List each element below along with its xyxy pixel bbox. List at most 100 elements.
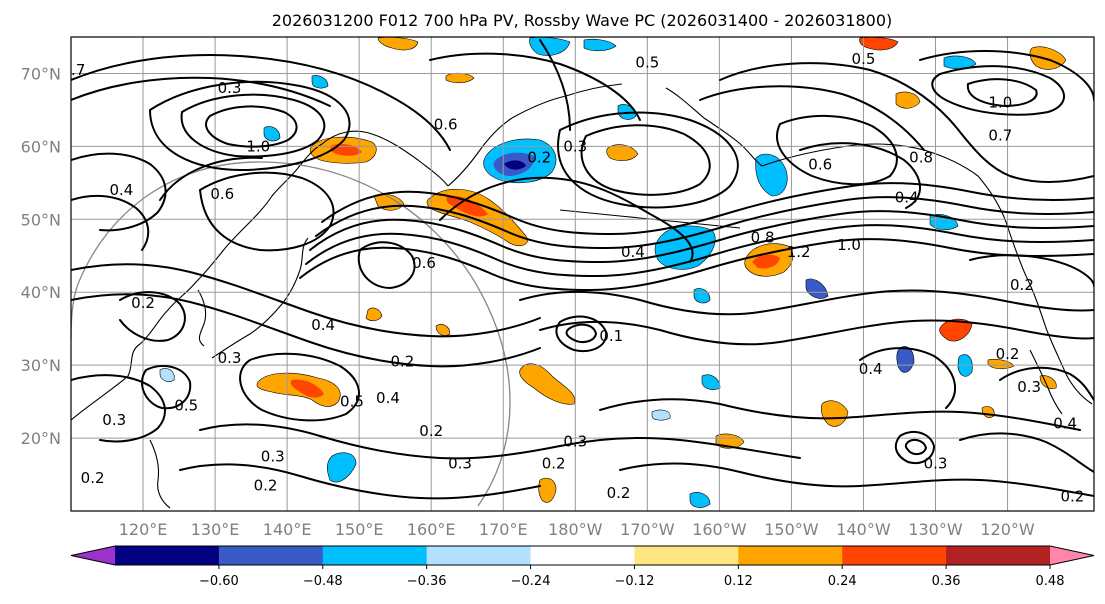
contour-label: 0.6	[434, 116, 458, 134]
contour-label: 0.4	[895, 188, 919, 206]
shade-positive-arctic-east	[859, 37, 899, 51]
coast-kamchatka	[447, 117, 513, 187]
contour-label: 1.0	[837, 236, 861, 254]
contour-label: 0.4	[376, 389, 400, 407]
colorbar-tick-label: −0.48	[303, 574, 343, 589]
contour-okhotsk-1	[199, 171, 335, 252]
shade-positive-bering-north	[377, 37, 419, 51]
contour-label: 0.3	[563, 137, 587, 155]
colorbar-tick-label: −0.12	[615, 574, 655, 589]
shade-negative-bering-west-core	[504, 160, 526, 170]
longitude-ticks: 120°E 130°E 140°E 150°E 160°E 170°E 180°W 170°W…	[119, 520, 1035, 539]
contour-west-1	[71, 152, 167, 232]
contour-labels: .7 0.3 1.0 0.6 0.6 0.4 0.2 0.5 0.4 0.2 0.2 0.3 0.5 0.…	[71, 50, 1084, 506]
colorbar-extend-high	[1050, 546, 1094, 565]
contour-ring-midpac	[555, 315, 608, 352]
contour-label: 0.5	[174, 396, 198, 414]
shade-negative-siberia-ne	[311, 75, 329, 89]
shade-negative-subtropic-s	[689, 492, 711, 508]
contour-label: 0.2	[527, 148, 551, 166]
contour-arctic-c	[429, 52, 641, 121]
contour-mid-4	[539, 319, 1094, 346]
anomaly-shading	[159, 37, 1067, 508]
shade-positive-kuril	[365, 307, 383, 322]
latitude-ticks: 20°N 30°N 40°N 50°N 60°N 70°N	[21, 64, 61, 448]
contour-jet-6	[439, 176, 694, 263]
lat-tick-label: 50°N	[21, 210, 61, 229]
coast-philippines	[149, 439, 171, 509]
contour-label: 0.3	[563, 433, 587, 451]
chart-title: 2026031200 F012 700 hPa PV, Rossby Wave …	[272, 11, 893, 30]
shade-positive-bering-ctr	[606, 144, 639, 161]
contour-label: 0.5	[635, 54, 659, 72]
contour-label: 0.2	[1060, 487, 1084, 505]
contour-alaska-3	[776, 115, 898, 186]
contour-label: 0.6	[412, 254, 436, 272]
shade-positive-hawaii-ne	[820, 400, 849, 427]
lon-tick-label: 140°E	[263, 520, 312, 539]
coast-okhotsk	[321, 130, 449, 187]
contour-hawaii-ring	[894, 430, 935, 464]
colorbar-segment	[946, 546, 1051, 565]
contour-label: 0.4	[621, 243, 645, 261]
contour-label: 0.4	[109, 181, 133, 199]
contour-siberia-2	[180, 93, 326, 158]
contour-label: 0.3	[924, 455, 948, 473]
contour-label: 0.3	[218, 79, 242, 97]
coast-alaska-west	[665, 87, 763, 167]
lat-tick-label: 70°N	[21, 64, 61, 83]
lon-tick-label: 130°W	[908, 520, 963, 539]
lon-tick-label: 120°W	[980, 520, 1035, 539]
contour-label: 0.8	[909, 148, 933, 166]
contour-east-4	[969, 254, 1094, 287]
shade-negative-okhotsk-w	[263, 126, 281, 142]
shade-negative-arctic-ctr	[529, 37, 571, 56]
contour-sub-4	[599, 398, 1081, 431]
shade-positive-alaska-south	[895, 91, 921, 109]
contour-jet-5	[299, 238, 1094, 291]
contour-west-3	[119, 291, 186, 342]
coast-na-west	[977, 175, 1093, 405]
colorbar-extend-low	[71, 546, 115, 565]
contour-label: 0.2	[419, 422, 443, 440]
lon-tick-label: 180°W	[548, 520, 603, 539]
colorbar-segment	[738, 546, 843, 565]
shade-positive-japan-core	[290, 379, 324, 398]
contour-label: 0.2	[131, 294, 155, 312]
contour-arctic-e-1	[919, 50, 1094, 101]
contour-gulf-1	[799, 142, 921, 209]
contour-label: 0.6	[808, 156, 832, 174]
contour-siberia-3	[205, 105, 298, 148]
coast-alaska-south	[761, 143, 979, 177]
contour-label: 0.2	[81, 469, 105, 487]
contour-label: 0.6	[210, 185, 234, 203]
shade-positive-japan-w	[435, 324, 451, 336]
shade-negative-subtropic-c	[651, 409, 671, 421]
shade-negative-hawaii	[701, 374, 721, 390]
contour-ring-midpac-2	[565, 323, 597, 343]
contour-east-2	[959, 432, 1094, 473]
contour-east-1	[859, 347, 956, 409]
colorbar-tick-label: −0.60	[199, 574, 239, 589]
contour-mid-1	[71, 263, 541, 338]
map-content: .7 0.3 1.0 0.6 0.6 0.4 0.2 0.5 0.4 0.2 0.2 0.3 0.5 0.…	[71, 37, 1094, 511]
contour-alaska-2	[699, 85, 925, 151]
contour-label: 0.2	[996, 345, 1020, 363]
colorbar-segment	[218, 546, 324, 565]
contour-label: 0.2	[607, 484, 631, 502]
lon-tick-label: 140°W	[836, 520, 891, 539]
shade-positive-baja	[939, 318, 973, 342]
colorbar-segment	[115, 546, 220, 565]
contour-label: 0.2	[390, 353, 414, 371]
contour-label: 0.4	[859, 360, 883, 378]
shade-positive-kamchatka-core	[446, 195, 488, 217]
colorbar-segment	[426, 546, 532, 565]
shade-positive-midpacific	[519, 363, 576, 405]
colorbar-tick-label: 0.24	[828, 574, 857, 589]
contour-east-3	[999, 366, 1094, 401]
contour-jet-4	[321, 182, 1094, 235]
contour-label: 0.3	[218, 349, 242, 367]
shade-negative-alaska-pen	[755, 153, 788, 197]
colorbar-ticks: −0.60 −0.48 −0.36 −0.24 −0.12 0.12 0.24 0.36 0.4…	[199, 565, 1064, 589]
lon-tick-label: 170°W	[620, 520, 675, 539]
